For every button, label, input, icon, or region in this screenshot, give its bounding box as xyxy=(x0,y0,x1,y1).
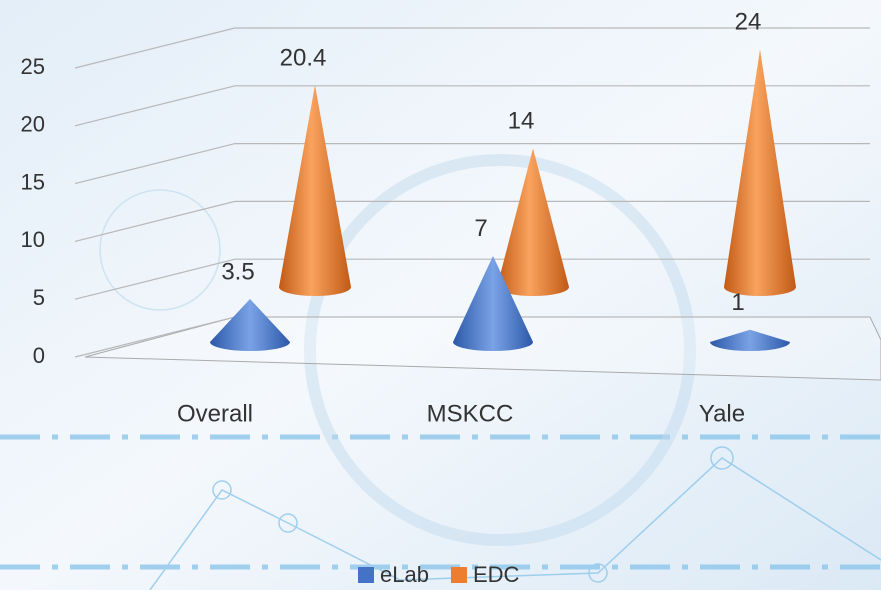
x-tick-label: MSKCC xyxy=(427,400,514,427)
y-tick-label: 0 xyxy=(33,343,45,368)
y-tick-label: 15 xyxy=(21,169,45,194)
legend-label: EDC xyxy=(473,562,520,587)
legend-swatch xyxy=(451,567,467,583)
legend-label: eLab xyxy=(380,562,429,587)
y-tick-label: 20 xyxy=(21,112,45,137)
x-tick-label: Yale xyxy=(699,400,745,427)
data-label: 3.5 xyxy=(221,258,254,285)
chart: 0510152025OverallMSKCCYale20.414243.571 … xyxy=(0,0,881,590)
data-label: 1 xyxy=(731,289,744,316)
y-tick-label: 25 xyxy=(21,54,45,79)
data-label: 14 xyxy=(508,108,535,135)
data-label: 20.4 xyxy=(280,44,327,71)
data-label: 7 xyxy=(474,215,487,242)
data-label: 24 xyxy=(735,9,762,36)
legend-swatch xyxy=(358,567,374,583)
y-tick-label: 10 xyxy=(21,227,45,252)
x-tick-label: Overall xyxy=(177,400,253,427)
y-tick-label: 5 xyxy=(33,285,45,310)
